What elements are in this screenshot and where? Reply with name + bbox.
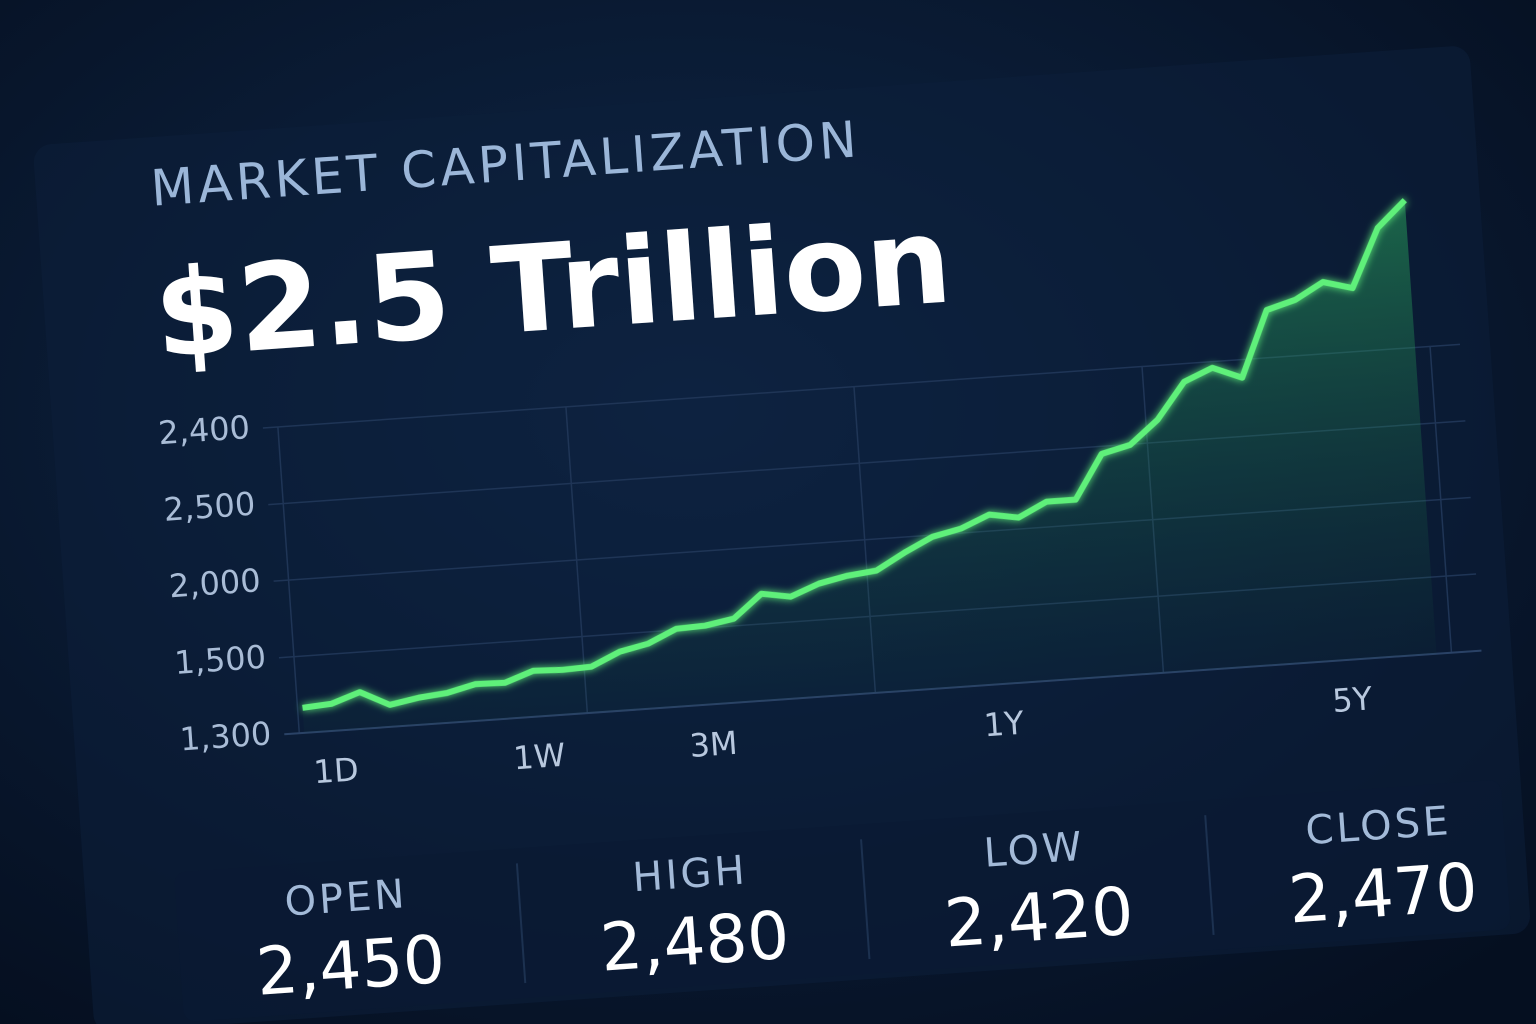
stat-label: LOW xyxy=(982,824,1086,877)
y-tick-label: 2,000 xyxy=(168,561,262,605)
y-tick-label: 1,500 xyxy=(173,638,267,682)
stats-bar xyxy=(174,780,1511,1022)
stat-label: OPEN xyxy=(283,871,409,925)
grid-line xyxy=(565,406,589,714)
stats-divider xyxy=(515,863,527,984)
stats-divider xyxy=(860,839,871,960)
stat-value: 2,450 xyxy=(254,921,448,1011)
card xyxy=(33,46,1530,1024)
grid-line xyxy=(1429,346,1453,653)
stat-value: 2,480 xyxy=(598,897,792,987)
stat-label: CLOSE xyxy=(1304,798,1453,854)
x-tick-label: 1W xyxy=(512,736,567,778)
panel: MARKET CAPITALIZATION $2.5 Trillion 2,40… xyxy=(33,46,1530,1024)
stat-label: HIGH xyxy=(631,847,749,901)
x-tick-label: 1D xyxy=(312,750,360,791)
line xyxy=(302,198,1407,711)
stats-divider xyxy=(1204,815,1215,936)
grid-line xyxy=(277,426,301,734)
y-tick-label: 2,400 xyxy=(157,408,251,452)
stat-value: 2,470 xyxy=(1286,849,1480,939)
area xyxy=(302,200,1437,733)
x-tick-label: 1Y xyxy=(983,704,1026,745)
stat-value: 2,420 xyxy=(942,873,1136,963)
x-tick-label: 5Y xyxy=(1331,679,1374,720)
y-tick-label: 2,500 xyxy=(162,485,256,529)
x-tick-label: 3M xyxy=(688,724,739,765)
y-tick-label: 1,300 xyxy=(179,714,273,758)
